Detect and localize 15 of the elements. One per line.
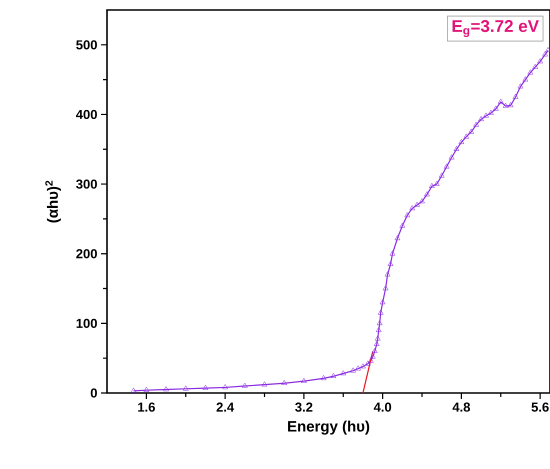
annotation: E$_{g}$=3.72 eV [452,20,539,38]
y-tick-label: 200 [76,249,97,258]
y-tick-label: 0 [90,388,97,398]
y-tick-label: 100 [76,318,97,328]
y-tick-label: 400 [76,110,97,120]
x-tick-label: 1.6 [138,402,155,412]
y-tick-label: 300 [76,179,97,189]
y-axis-title: (αhυ)$^{2}$ [45,180,61,222]
x-tick-label: 4.8 [452,402,470,412]
y-tick-label: 500 [76,40,97,50]
x-tick-label: 4.0 [374,402,392,412]
x-tick-label: 2.4 [216,402,234,412]
x-axis-title: Energy (hυ) [288,420,370,435]
x-tick-label: 5.6 [532,402,549,412]
x-tick-label: 3.2 [295,402,312,412]
